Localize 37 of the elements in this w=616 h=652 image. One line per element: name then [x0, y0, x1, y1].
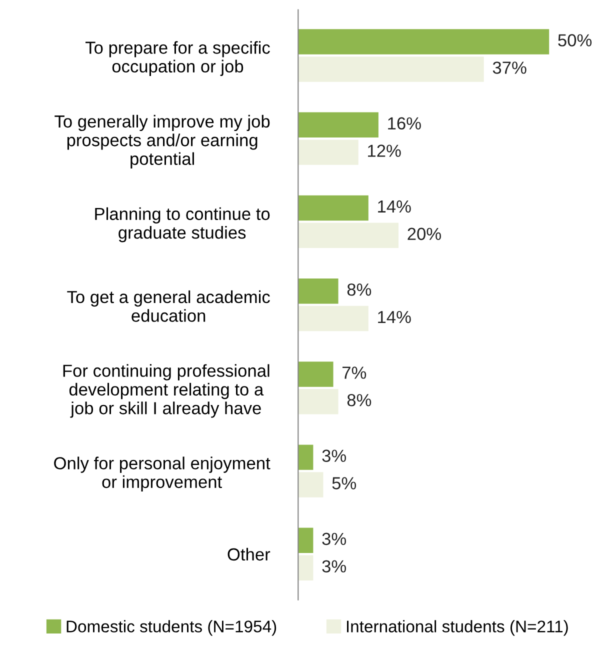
y-tick-label: To get a general academic education: [67, 290, 270, 322]
bar: [298, 56, 484, 82]
bar: [298, 222, 399, 248]
data-label: 8%: [347, 394, 372, 406]
bar: [298, 278, 338, 304]
bar: [298, 555, 314, 580]
data-label: 7%: [342, 366, 366, 379]
bar: [298, 444, 314, 470]
y-tick-label: To generally improve my job prospects and/or earning potential: [54, 114, 270, 168]
data-label: 20%: [408, 228, 441, 240]
bar: [298, 389, 338, 414]
data-label: 14%: [378, 200, 411, 213]
data-label: 8%: [347, 283, 372, 296]
bar: [298, 29, 550, 54]
bar: [298, 195, 368, 221]
data-label: 14%: [378, 310, 411, 324]
data-label: 3%: [322, 532, 346, 546]
data-label: 3%: [322, 450, 346, 462]
data-label: 12%: [368, 144, 401, 157]
bar: [298, 112, 378, 138]
bar: [298, 528, 314, 554]
data-label: 5%: [332, 477, 356, 490]
data-label: 50%: [558, 34, 592, 46]
legend-label: International students (N=211): [346, 620, 568, 636]
y-tick-label: For continuing professional development relating to a job or skill I already have: [63, 364, 270, 418]
data-label: 16%: [388, 117, 421, 130]
y-tick-label: Other: [228, 548, 270, 561]
bar: [298, 362, 334, 387]
legend-label: Domestic students (N=1954): [66, 620, 276, 636]
data-label: 3%: [322, 560, 346, 573]
bar: [298, 140, 358, 165]
y-tick-label: Planning to continue to graduate studies: [95, 207, 270, 242]
y-tick-label: To prepare for a specific occupation or job: [86, 41, 270, 76]
y-tick-label: Only for personal enjoyment or improvement: [54, 456, 270, 492]
bar: [298, 306, 368, 332]
data-label: 37%: [492, 62, 526, 74]
bar: [298, 472, 324, 498]
